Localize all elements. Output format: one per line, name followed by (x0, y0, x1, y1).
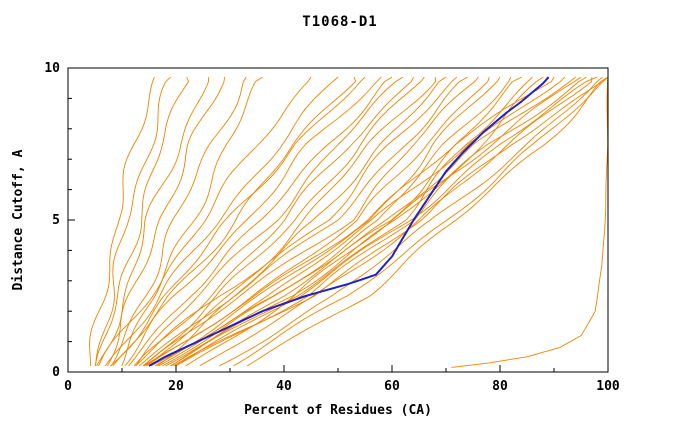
model-curve (199, 77, 593, 367)
model-curve (110, 76, 247, 367)
model-curve (170, 76, 533, 367)
model-curve (175, 76, 598, 367)
y-axis-label: Distance Cutoff, A (11, 149, 26, 290)
x-tick-label: 40 (276, 379, 292, 394)
model-curve (145, 77, 437, 367)
y-tick-label: 10 (44, 61, 60, 76)
curves-layer (89, 76, 608, 368)
model-curve (124, 76, 382, 367)
x-tick-label: 20 (168, 379, 184, 394)
model-curve (121, 76, 263, 367)
outlier-model-curve (451, 77, 608, 368)
y-tick-label: 0 (52, 365, 60, 380)
model-curve (110, 76, 366, 367)
model-curve (169, 76, 522, 367)
model-curve (107, 77, 226, 367)
reference-curve (148, 76, 550, 367)
chart-title: T1068-D1 (302, 14, 377, 30)
model-curve (246, 76, 608, 367)
model-curve (135, 76, 458, 367)
model-curve (173, 76, 608, 367)
model-curve (162, 76, 576, 367)
x-tick-label: 80 (492, 379, 508, 394)
model-curve (104, 76, 339, 367)
x-tick-label: 100 (596, 379, 620, 394)
x-axis-label: Percent of Residues (CA) (244, 403, 432, 418)
model-curve (142, 76, 425, 367)
y-tick-label: 5 (52, 213, 60, 228)
model-curve (143, 76, 479, 367)
model-curve (156, 76, 447, 367)
model-curve (94, 76, 189, 366)
model-curve (96, 77, 209, 367)
x-tick-label: 0 (64, 379, 72, 394)
model-curve (128, 76, 393, 367)
model-curve (185, 76, 582, 367)
model-curve (146, 76, 555, 367)
model-curve (89, 76, 155, 366)
model-curve (98, 76, 312, 367)
model-curve (219, 76, 603, 367)
model-curve (138, 76, 468, 367)
model-curve (150, 76, 566, 367)
model-curve (135, 76, 404, 367)
model-curve (154, 76, 501, 367)
model-curve (133, 76, 415, 367)
x-tick-label: 60 (384, 379, 400, 394)
model-curve (95, 76, 171, 366)
model-curve (233, 76, 608, 367)
axes-layer: 0 20 40 60 80 100 0 5 10 (44, 61, 620, 394)
